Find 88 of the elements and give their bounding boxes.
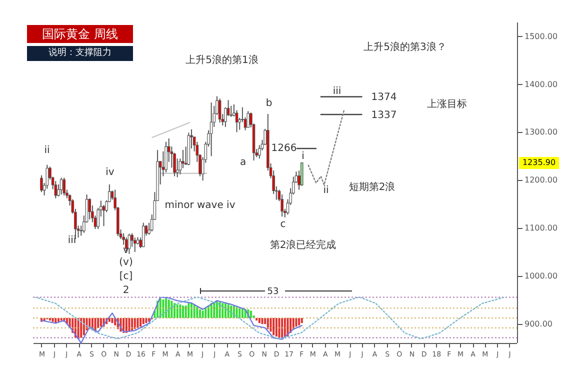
annotation: 第2浪已经完成 — [270, 239, 336, 251]
annotation: minor wave iv — [164, 200, 236, 211]
bar — [261, 318, 264, 324]
candlestick — [142, 222, 145, 248]
annotation: 上涨目标 — [427, 98, 467, 110]
annotation: v — [123, 245, 130, 256]
candlestick — [300, 162, 304, 186]
bar — [165, 298, 168, 318]
bar — [145, 318, 148, 324]
y-tick-label: 1400.00 — [524, 80, 558, 89]
annotation: 1266 — [271, 143, 297, 154]
bar — [272, 318, 275, 336]
annotation: (v) — [119, 257, 133, 268]
bar — [80, 318, 82, 338]
annotation: 1337 — [371, 110, 397, 121]
candlestick — [210, 102, 213, 157]
annotation: 上升5浪的第3浪？ — [364, 41, 446, 53]
bar — [238, 308, 241, 318]
candlestick — [164, 141, 168, 173]
title-banner: 国际黄金 周线 — [27, 25, 133, 43]
annotation: iii — [68, 235, 76, 246]
candlestick — [182, 149, 184, 169]
y-tick-label: 1500.00 — [524, 32, 558, 41]
candlestick — [133, 237, 136, 252]
bar — [270, 318, 272, 332]
bar — [256, 318, 258, 321]
annotation: b — [266, 98, 272, 109]
bar — [184, 306, 187, 318]
candlestick — [40, 174, 43, 193]
bar — [48, 318, 51, 321]
annotation: iv — [106, 167, 114, 178]
bar — [298, 318, 300, 326]
bar — [227, 304, 230, 318]
annotation: ii — [44, 145, 50, 156]
bar — [170, 300, 173, 318]
candlestick — [246, 110, 250, 128]
annotation: 短期第2浪 — [348, 181, 396, 193]
bar — [97, 318, 100, 328]
bar — [250, 310, 252, 318]
bar — [125, 318, 128, 333]
annotation: 上升5浪的第1浪 — [186, 54, 258, 66]
candlestick — [280, 194, 284, 218]
bar — [196, 306, 198, 318]
text: 1235.90 — [522, 158, 556, 167]
candlestick — [88, 198, 92, 220]
bar — [108, 318, 110, 322]
bar — [202, 310, 204, 318]
bar — [188, 303, 190, 318]
bar — [182, 306, 184, 318]
bar — [295, 318, 298, 327]
bar — [230, 306, 232, 318]
y-tick-label: 1000.00 — [524, 271, 558, 280]
bar — [136, 318, 139, 328]
candlestick — [80, 225, 83, 236]
bar — [140, 318, 142, 327]
bar — [258, 318, 260, 324]
annotation: 1374 — [371, 92, 397, 103]
y-tick-label: 1100.00 — [524, 224, 558, 233]
candlestick — [218, 98, 222, 124]
bar — [278, 318, 280, 338]
annotation: [c] — [119, 271, 133, 282]
annotation: ii — [323, 185, 329, 196]
bar — [100, 318, 102, 327]
bar — [131, 318, 134, 330]
bar — [198, 309, 201, 318]
line-series — [308, 110, 345, 186]
annotation: i — [302, 151, 304, 162]
bar — [275, 318, 278, 336]
y-tick-label: 1200.00 — [524, 176, 558, 185]
bar — [179, 304, 182, 318]
bar — [142, 318, 144, 324]
annotation: 2 — [122, 285, 130, 296]
annotation: iii — [332, 86, 342, 97]
bar — [204, 308, 207, 318]
bar — [111, 318, 114, 324]
annotation: 53 — [267, 287, 279, 297]
annotation: c — [280, 219, 286, 230]
candlestick — [54, 180, 58, 199]
bar — [213, 302, 216, 318]
candlestick — [125, 237, 128, 252]
bar — [168, 300, 170, 318]
annotation: a — [240, 157, 246, 168]
bar — [300, 318, 303, 324]
y-tick-label: 900.00 — [524, 319, 552, 328]
candlestick — [62, 177, 66, 196]
caption-banner: 说明：支撑阻力 — [27, 46, 133, 61]
bar — [52, 318, 54, 322]
y-tick-label: 1300.00 — [524, 128, 558, 137]
